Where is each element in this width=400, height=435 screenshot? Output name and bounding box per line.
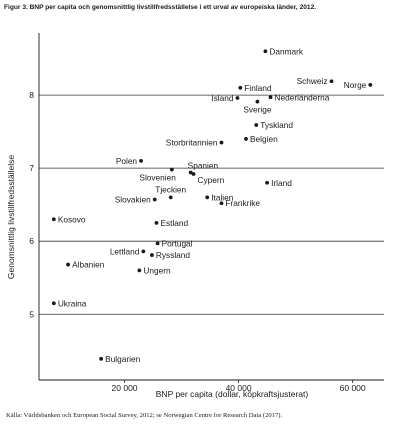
point-italien (205, 195, 210, 200)
axes (38, 33, 384, 381)
point-storbritannien (219, 140, 224, 145)
point-label-norge: Norge (344, 80, 367, 90)
point-label-estland: Estland (160, 218, 188, 228)
point-schweiz (329, 79, 334, 84)
point-label-tjeckien: Tjeckien (155, 184, 186, 194)
point-label-ukraina: Ukraina (58, 298, 87, 308)
point-label-danmark: Danmark (269, 46, 304, 56)
point-tjeckien (168, 195, 173, 200)
x-tick-label: 40 000 (226, 383, 252, 393)
point-lettland (141, 249, 146, 254)
point-irland (265, 180, 269, 185)
y-axis-title: Genomsnittlig livstillfredsställelse (6, 155, 16, 280)
y-tick-label: 6 (29, 236, 34, 246)
point-ukraina (51, 301, 56, 306)
point-tyskland (254, 123, 259, 127)
point-slovakien (152, 197, 157, 202)
point-portugal (155, 241, 160, 246)
point-ungern (137, 268, 142, 273)
point-label-island: Island (211, 93, 234, 103)
point-label-belgien: Belgien (250, 134, 278, 144)
tick-labels: 5 6 7 8 20 000 40 000 60 000 (29, 90, 366, 393)
point-label-schweiz: Schweiz (297, 76, 328, 86)
point-polen (139, 158, 143, 163)
point-slovenien (169, 167, 174, 172)
figure-title: Figur 3. BNP per capita och genomsnittli… (4, 4, 317, 11)
point-label-finland: Finland (244, 83, 272, 93)
data-points (51, 49, 373, 361)
point-label-slovakien: Slovakien (115, 195, 151, 205)
point-kosovo (51, 217, 56, 222)
point-label-irland: Irland (271, 178, 292, 188)
point-sverige (255, 99, 260, 104)
point-finland (238, 85, 243, 90)
point-frankrike (219, 201, 224, 206)
point-danmark (263, 49, 268, 54)
point-label-portugal: Portugal (162, 238, 193, 248)
point-norge (368, 82, 373, 87)
point-label-kosovo: Kosovo (58, 214, 86, 224)
point-nederl-nderna (268, 95, 273, 100)
y-tick-label: 8 (29, 90, 34, 100)
point-island (235, 96, 240, 100)
point-label-italien: Italien (211, 192, 234, 202)
y-tick-label: 7 (29, 163, 34, 173)
point-label-lettland: Lettland (110, 246, 140, 256)
point-bulgarien (99, 356, 104, 361)
point-label-ungern: Ungern (143, 265, 171, 275)
point-belgien (244, 137, 248, 141)
figure-source: Källa: Världsbanken och European Social … (6, 412, 283, 419)
point-labels: Danmark Finland Schweiz Norge Island Nederlän… (58, 46, 367, 364)
point-spanien (188, 170, 193, 175)
point-label-nederl-nderna: Nederländerna (275, 92, 330, 102)
point-label-albanien: Albanien (72, 260, 105, 270)
point-label-spanien: Spanien (188, 161, 219, 171)
point-label-storbritannien: Storbritannien (166, 138, 218, 148)
point-cypern (191, 172, 196, 176)
x-tick-label: 20 000 (112, 383, 138, 393)
x-tick-label: 60 000 (340, 383, 366, 393)
point-label-polen: Polen (116, 156, 138, 166)
point-label-sverige: Sverige (243, 105, 272, 115)
point-label-bulgarien: Bulgarien (105, 354, 140, 364)
point-label-ryssland: Ryssland (156, 250, 191, 260)
point-albanien (66, 262, 70, 267)
x-axis-title: BNP per capita (dollar, köpkraftsjustera… (156, 389, 309, 399)
point-label-frankrike: Frankrike (225, 198, 260, 208)
y-tick-label: 5 (29, 309, 34, 319)
point-label-slovenien: Slovenien (139, 173, 176, 183)
point-label-tyskland: Tyskland (260, 120, 293, 130)
point-label-cypern: Cypern (198, 175, 225, 185)
gridlines (39, 94, 384, 315)
point-estland (154, 221, 159, 225)
point-ryssland (150, 253, 154, 257)
